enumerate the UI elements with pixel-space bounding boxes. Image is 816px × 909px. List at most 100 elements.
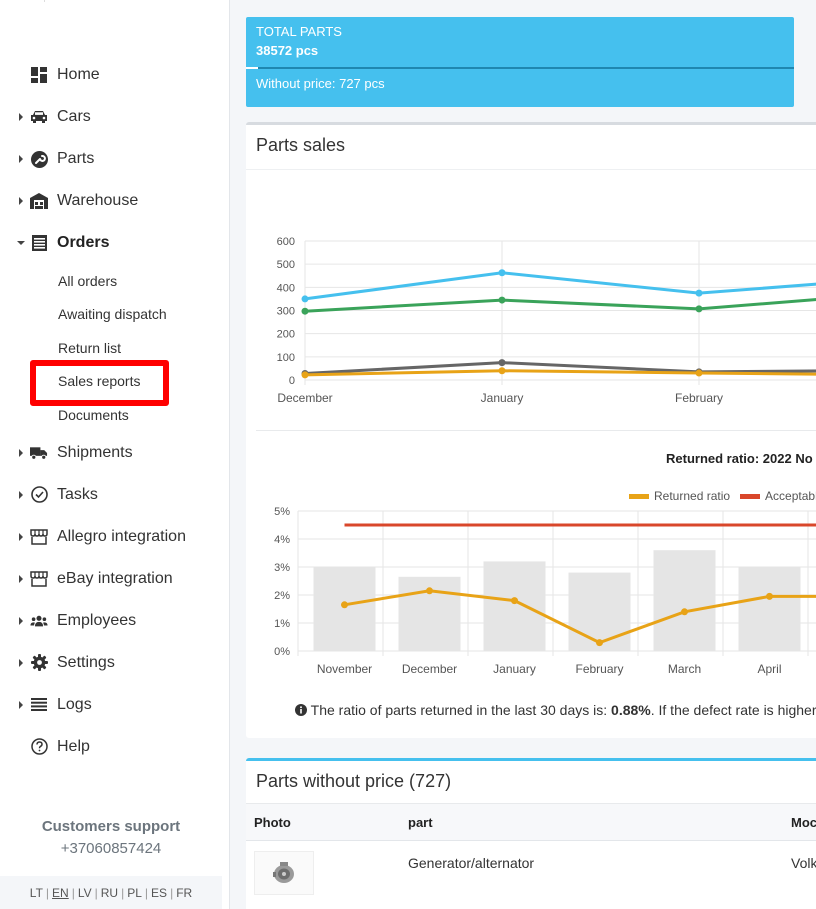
sidebar-item-label: eBay integration: [57, 569, 173, 587]
info-circle-icon: [295, 704, 307, 716]
parts-sales-card: Parts sales 0 100 200 300 400 500 600 December J…: [246, 122, 816, 738]
series-line: [304, 271, 816, 301]
lang-es[interactable]: ES: [151, 885, 168, 900]
sidebar: Home Cars Parts Warehouse: [0, 0, 230, 909]
gear-icon: [30, 654, 48, 672]
data-point: [596, 639, 603, 647]
x-tick-label: February: [575, 662, 623, 676]
legend-returned-ratio[interactable]: Returned ratio: [629, 489, 730, 503]
sidebar-item-warehouse[interactable]: Warehouse: [0, 180, 230, 222]
data-point: [301, 307, 309, 315]
parts-without-price-card: Parts without price (727) Photo part Moc…: [246, 758, 816, 909]
legend-acceptable[interactable]: Acceptable: [740, 489, 816, 503]
y-tick-label: 0: [289, 375, 295, 387]
warehouse-icon: [30, 192, 48, 210]
x-tick-label: December: [402, 662, 457, 676]
sidebar-item-label: Help: [57, 737, 90, 755]
card-title: Parts sales: [256, 135, 346, 155]
support-phone[interactable]: +37060857424: [60, 840, 162, 857]
subnav-item-awaiting-dispatch[interactable]: Awaiting dispatch: [0, 298, 230, 332]
dashboard-icon: [30, 66, 48, 84]
column-header-part[interactable]: part: [408, 815, 433, 830]
part-model: Volk: [791, 855, 816, 871]
sidebar-item-shipments[interactable]: Shipments: [0, 432, 230, 474]
subnav-item-return-list[interactable]: Return list: [0, 331, 230, 365]
note-value: 0.88%: [611, 702, 651, 718]
table-row[interactable]: Generator/alternator Volk: [246, 842, 816, 902]
caret-right-icon: [17, 154, 25, 164]
data-point: [426, 587, 433, 595]
data-point: [766, 592, 773, 600]
legend-label: Returned ratio: [654, 489, 731, 503]
caret-right-icon: [17, 658, 25, 668]
caret-right-icon: [17, 532, 25, 542]
list-alt-icon: [30, 234, 48, 252]
sidebar-item-logs[interactable]: Logs: [0, 684, 230, 726]
x-tick-label: March: [668, 662, 701, 676]
question-circle-icon: [30, 738, 48, 756]
sidebar-item-help[interactable]: Help: [0, 726, 230, 768]
caret-right-icon: [17, 112, 25, 122]
column-header-model[interactable]: Moc: [791, 815, 816, 830]
subnav-item-documents[interactable]: Documents: [0, 398, 230, 432]
table-header: Photo part Moc: [246, 804, 816, 841]
chart-legend: Returned ratio Acceptable: [629, 489, 816, 503]
x-tick-label: January: [493, 662, 536, 676]
info-box-total: 38572 pcs: [256, 43, 319, 58]
lang-lt[interactable]: LT: [29, 885, 43, 900]
support-title: Customers support: [41, 818, 181, 835]
info-box-progress: [246, 67, 794, 69]
data-point: [498, 359, 506, 367]
x-tick-label: February: [675, 391, 723, 405]
lang-pl[interactable]: PL: [127, 885, 142, 900]
lang-en[interactable]: EN: [52, 885, 69, 900]
part-photo[interactable]: [254, 851, 314, 895]
sidebar-item-employees[interactable]: Employees: [0, 600, 230, 642]
sidebar-top-line: [0, 0, 230, 2]
sidebar-nav: Home Cars Parts Warehouse: [0, 54, 230, 768]
subnav-item-sales-reports[interactable]: Sales reports: [0, 365, 230, 399]
sidebar-item-label: Logs: [57, 695, 92, 713]
sidebar-item-label: Parts: [57, 150, 95, 167]
sidebar-item-orders[interactable]: Orders: [0, 222, 230, 264]
sidebar-item-allegro-integration[interactable]: Allegro integration: [0, 516, 230, 558]
part-name: Generator/alternator: [408, 855, 535, 871]
caret-down-icon: [17, 238, 25, 248]
data-point: [681, 608, 688, 616]
sidebar-item-cars[interactable]: Cars: [0, 96, 230, 138]
sidebar-item-settings[interactable]: Settings: [0, 642, 230, 684]
alternator-image: [273, 862, 294, 883]
sidebar-item-parts[interactable]: Parts: [0, 138, 230, 180]
sidebar-item-label: Shipments: [57, 443, 133, 461]
card-title: Parts without price (727): [256, 771, 452, 791]
bar: [483, 561, 546, 651]
wrench-icon: [30, 150, 48, 168]
sidebar-item-home[interactable]: Home: [0, 54, 230, 96]
column-header-photo[interactable]: Photo: [254, 815, 291, 830]
data-point: [341, 601, 348, 609]
y-tick-label: 200: [277, 329, 295, 341]
lang-ru[interactable]: RU: [100, 885, 119, 900]
store-icon: [30, 528, 48, 546]
caret-right-icon: [17, 490, 25, 500]
caret-right-icon: [17, 616, 25, 626]
info-box-without-price: Without price: 727 pcs: [256, 76, 385, 91]
subnav-item-label: All orders: [58, 272, 118, 289]
data-point: [301, 295, 309, 303]
lang-lv[interactable]: LV: [77, 885, 92, 900]
caret-right-icon: [17, 448, 25, 458]
data-point: [695, 289, 703, 297]
x-tick-label: November: [317, 662, 372, 676]
car-icon: [30, 108, 48, 126]
subnav-item-all-orders[interactable]: All orders: [0, 264, 230, 298]
y-tick-label: 600: [277, 236, 295, 248]
truck-icon: [30, 444, 48, 462]
sidebar-item-tasks[interactable]: Tasks: [0, 474, 230, 516]
sidebar-item-ebay-integration[interactable]: eBay integration: [0, 558, 230, 600]
caret-right-icon: [17, 700, 25, 710]
y-tick-label: 4%: [274, 534, 290, 546]
x-tick-label: January: [481, 391, 524, 405]
main-content: TOTAL PARTS 38572 pcs Without price: 727…: [231, 0, 816, 909]
lang-fr[interactable]: FR: [176, 885, 193, 900]
sidebar-item-label: Tasks: [57, 485, 98, 503]
